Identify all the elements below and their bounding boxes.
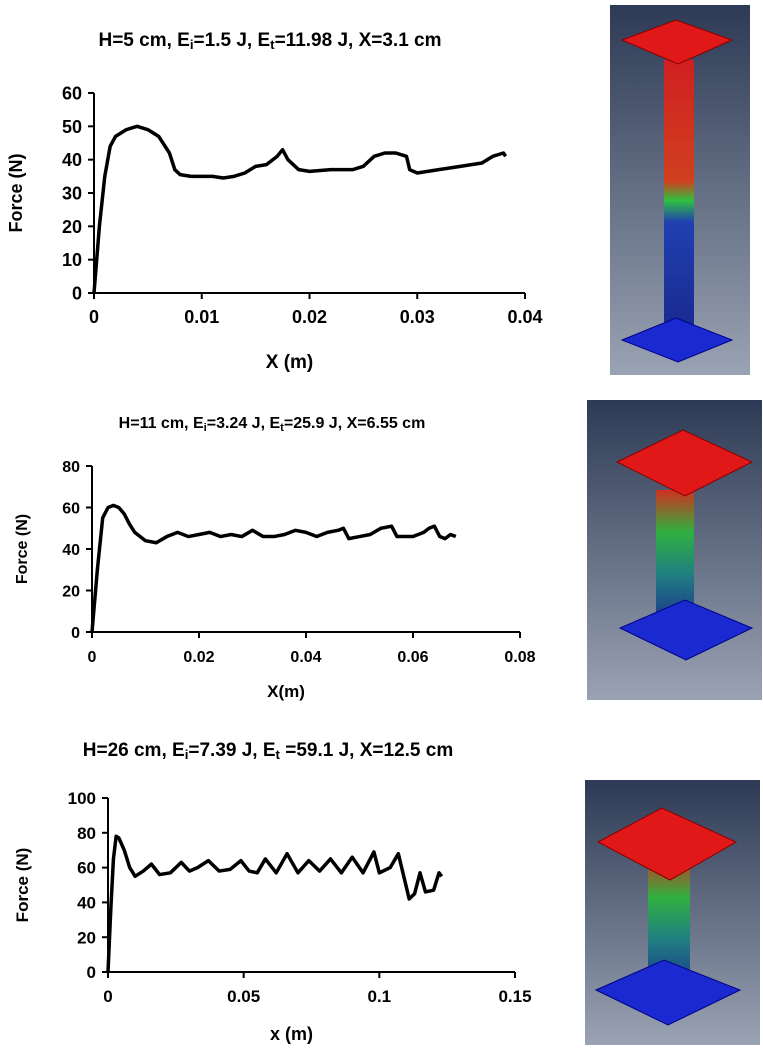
data-line <box>92 124 508 294</box>
title-text: H=26 cm, E <box>83 740 185 761</box>
chart-title: H=11 cm, Ei=3.24 J, Et=25.9 J, X=6.55 cm <box>119 415 426 434</box>
y-tick-label: 80 <box>62 459 80 476</box>
y-tick-label: 0 <box>72 283 82 303</box>
y-tick-label: 20 <box>62 583 80 600</box>
y-tick-label: 0 <box>87 963 96 982</box>
title-text: =3.24 J, E <box>207 415 281 432</box>
title-text: H=5 cm, E <box>98 30 189 51</box>
y-axis-label: Force (N) <box>6 153 26 232</box>
y-tick-label: 80 <box>77 824 96 843</box>
y-tick-label: 40 <box>62 150 82 170</box>
x-tick-label: 0.02 <box>183 649 214 666</box>
x-tick-label: 0 <box>88 649 97 666</box>
y-tick-label: 100 <box>68 789 96 808</box>
sim-image-1 <box>610 5 750 375</box>
chart-title: H=5 cm, Ei=1.5 J, Et=11.98 J, X=3.1 cm <box>98 30 441 52</box>
title-text: =25.9 J, X=6.55 cm <box>284 415 425 432</box>
sim-image-2 <box>587 400 762 700</box>
title-subscript: t <box>276 747 281 762</box>
title-text: =1.5 J, E <box>194 30 271 51</box>
title-subscript: i <box>185 747 189 762</box>
y-tick-label: 50 <box>62 117 82 137</box>
x-tick-label: 0.04 <box>290 649 321 666</box>
y-tick-label: 60 <box>62 500 80 517</box>
x-tick-label: 0.01 <box>184 307 219 327</box>
title-subscript: t <box>280 422 284 434</box>
y-tick-label: 40 <box>62 542 80 559</box>
y-tick-label: 60 <box>62 83 82 103</box>
x-tick-label: 0.06 <box>397 649 428 666</box>
y-tick-label: 30 <box>62 183 82 203</box>
x-axis-label: X (m) <box>266 352 314 373</box>
y-tick-label: 40 <box>77 894 96 913</box>
y-tick-label: 60 <box>77 859 96 878</box>
title-text: H=11 cm, E <box>119 415 204 432</box>
data-line <box>106 834 444 973</box>
y-axis-label: Force (N) <box>13 848 32 923</box>
title-text: =11.98 J, X=3.1 cm <box>275 30 442 51</box>
title-text: =59.1 J, X=12.5 cm <box>280 740 453 761</box>
x-tick-label: 0.08 <box>504 649 535 666</box>
data-line <box>90 503 457 633</box>
x-tick-label: 0.03 <box>400 307 435 327</box>
x-tick-label: 0.05 <box>227 987 260 1006</box>
title-text: =7.39 J, E <box>188 740 275 761</box>
x-tick-label: 0 <box>103 987 112 1006</box>
y-tick-label: 20 <box>62 217 82 237</box>
chart-title: H=26 cm, Ei=7.39 J, Et =59.1 J, X=12.5 c… <box>83 740 453 762</box>
title-subscript: i <box>204 422 207 434</box>
title-subscript: t <box>270 37 275 52</box>
x-tick-label: 0.02 <box>292 307 327 327</box>
y-tick-label: 0 <box>71 625 80 642</box>
title-subscript: i <box>190 37 194 52</box>
x-tick-label: 0.04 <box>507 307 542 327</box>
x-axis-label: x (m) <box>270 1024 313 1044</box>
y-axis-label: Force (N) <box>14 514 31 584</box>
x-tick-label: 0.15 <box>498 987 531 1006</box>
x-tick-label: 0.1 <box>368 987 392 1006</box>
sim-image-3 <box>585 780 760 1045</box>
y-tick-label: 10 <box>62 250 82 270</box>
x-axis-label: X(m) <box>267 682 305 701</box>
x-tick-label: 0 <box>89 307 99 327</box>
y-tick-label: 20 <box>77 928 96 947</box>
